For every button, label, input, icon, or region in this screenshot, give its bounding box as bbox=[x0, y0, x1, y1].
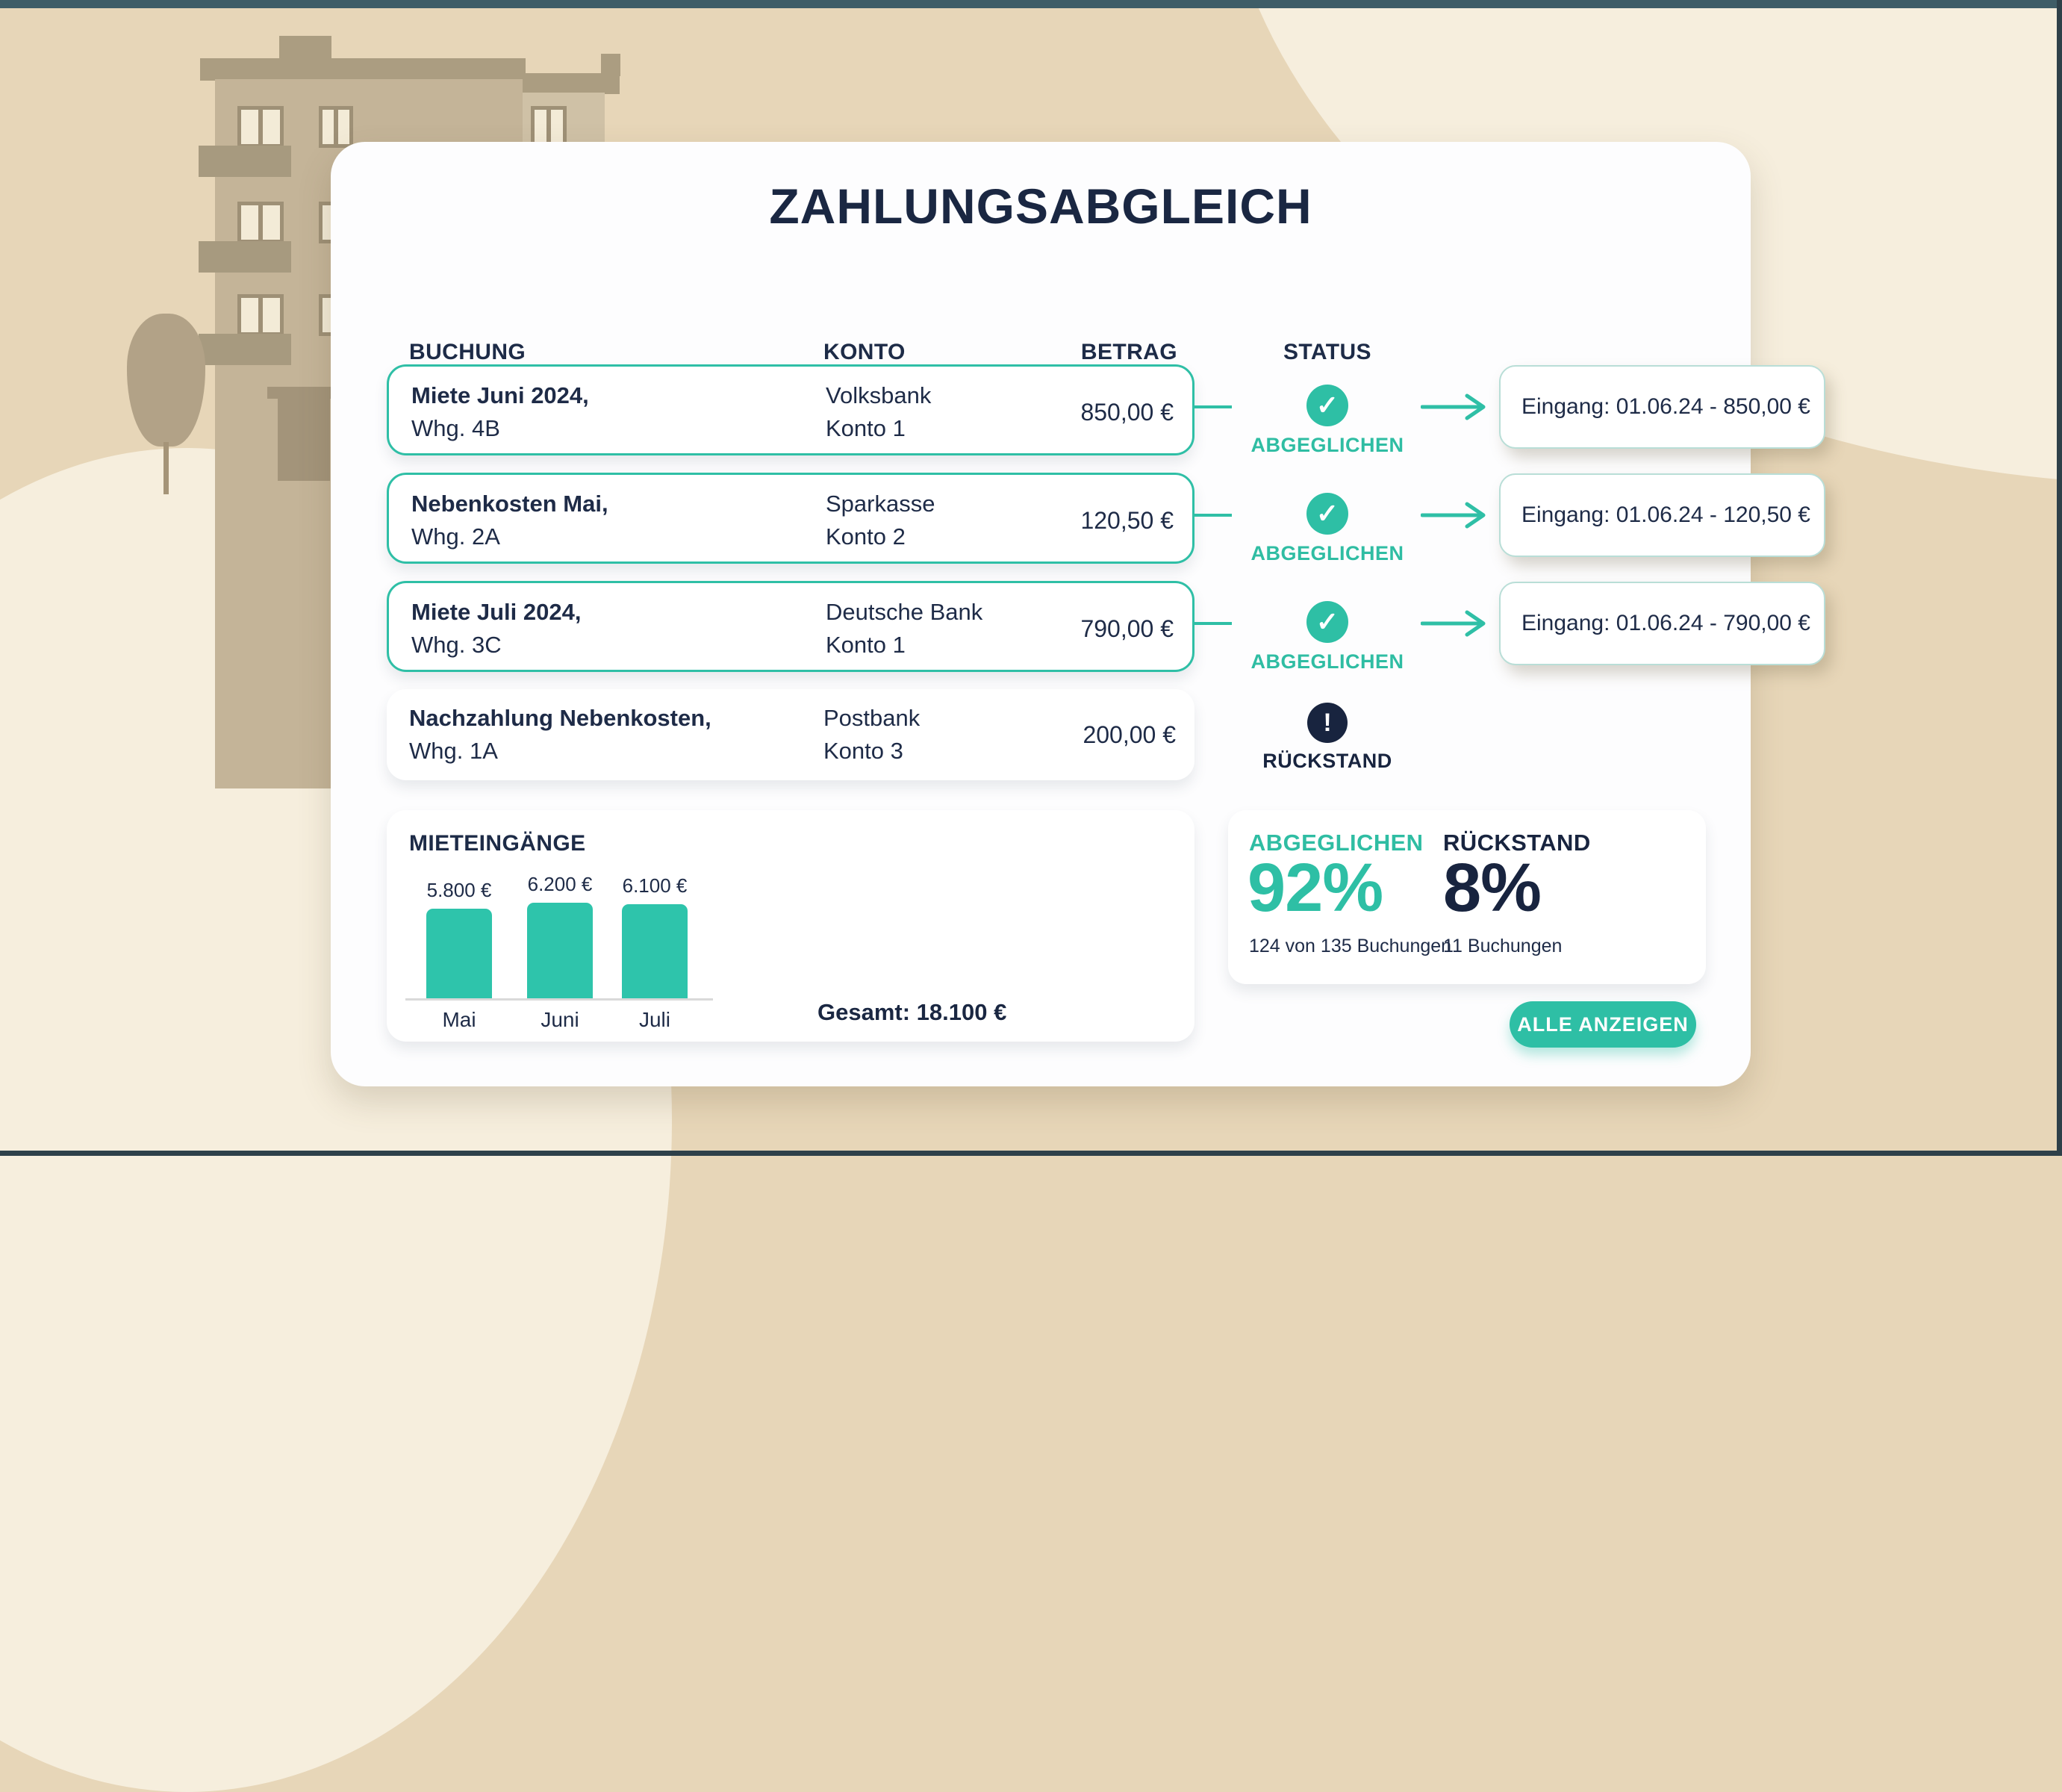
account-cell: Volksbank Konto 1 bbox=[826, 382, 932, 441]
show-all-button[interactable]: ALLE ANZEIGEN bbox=[1510, 1001, 1696, 1048]
right-edge-strip bbox=[2057, 0, 2062, 1156]
status-badge: ABGEGLICHEN bbox=[1250, 542, 1404, 564]
bar-value-label: 6.200 € bbox=[527, 873, 593, 895]
summary-card: ABGEGLICHEN 92% 124 von 135 Buchungen RÜ… bbox=[1228, 810, 1706, 984]
check-icon: ✓ bbox=[1306, 601, 1348, 643]
table-row[interactable]: Miete Juli 2024, Whg. 3C Deutsche Bank K… bbox=[387, 581, 1194, 672]
bar-juli: 6.100 € bbox=[622, 874, 688, 998]
bar bbox=[426, 909, 492, 998]
connector-line bbox=[1194, 622, 1232, 625]
account-cell: Deutsche Bank Konto 1 bbox=[826, 599, 983, 658]
column-header-betrag: BETRAG bbox=[1080, 340, 1177, 364]
chart-title: MIETEINGÄNGE bbox=[409, 831, 586, 856]
building-window bbox=[319, 106, 353, 148]
rent-income-panel: MIETEINGÄNGE 5.800 € 6.200 € 6.100 € Mai… bbox=[387, 810, 1194, 1042]
booking-cell: Miete Juni 2024, Whg. 4B bbox=[411, 382, 589, 441]
x-tick-label: Juli bbox=[638, 1008, 670, 1031]
building-balcony bbox=[199, 241, 291, 273]
connector-line bbox=[1194, 405, 1232, 408]
summary-overdue-detail: 11 Buchungen bbox=[1443, 936, 1563, 956]
table-row[interactable]: Miete Juni 2024, Whg. 4B Volksbank Konto… bbox=[387, 364, 1194, 455]
building-roof-left bbox=[200, 58, 526, 81]
arrow-right-icon bbox=[1421, 502, 1486, 529]
amount-cell: 790,00 € bbox=[1080, 615, 1174, 642]
payment-receipt-chip: Eingang: 01.06.24 - 790,00 € bbox=[1499, 582, 1825, 665]
bar-juni: 6.200 € bbox=[527, 873, 593, 998]
tree-icon bbox=[127, 314, 205, 447]
summary-matched-label: ABGEGLICHEN bbox=[1249, 830, 1424, 856]
arrow-right-icon bbox=[1421, 393, 1486, 420]
building-roof-step bbox=[601, 54, 620, 76]
table-row[interactable]: Nebenkosten Mai, Whg. 2A Sparkasse Konto… bbox=[387, 473, 1194, 564]
bar-value-label: 5.800 € bbox=[426, 879, 492, 901]
status-badge: ABGEGLICHEN bbox=[1250, 434, 1404, 456]
amount-cell: 850,00 € bbox=[1080, 398, 1174, 426]
summary-overdue-label: RÜCKSTAND bbox=[1443, 830, 1591, 856]
check-icon: ✓ bbox=[1306, 493, 1348, 535]
building-window bbox=[237, 294, 284, 336]
building-window bbox=[531, 106, 567, 148]
summary-matched-percent: 92% bbox=[1248, 850, 1383, 926]
column-header-konto: KONTO bbox=[823, 340, 906, 364]
status-badge: ABGEGLICHEN bbox=[1250, 650, 1404, 673]
building-balcony bbox=[199, 146, 291, 177]
account-cell: Postbank Konto 3 bbox=[823, 705, 921, 764]
building-door bbox=[278, 399, 330, 481]
summary-matched-detail: 124 von 135 Buchungen bbox=[1249, 936, 1452, 956]
building-window bbox=[237, 202, 284, 243]
booking-cell: Nachzahlung Nebenkosten, Whg. 1A bbox=[409, 705, 711, 764]
bar-mai: 5.800 € bbox=[426, 879, 492, 998]
payment-receipt-chip: Eingang: 01.06.24 - 120,50 € bbox=[1499, 473, 1825, 557]
arrow-right-icon bbox=[1421, 610, 1486, 637]
bar-value-label: 6.100 € bbox=[622, 874, 688, 897]
bar bbox=[622, 904, 688, 998]
account-cell: Sparkasse Konto 2 bbox=[826, 491, 935, 550]
building-balcony bbox=[199, 334, 291, 365]
amount-cell: 200,00 € bbox=[1083, 721, 1176, 748]
building-door-overhang bbox=[267, 387, 340, 399]
exclamation-icon: ! bbox=[1307, 703, 1348, 743]
connector-line bbox=[1194, 514, 1232, 517]
page-title: ZAHLUNGSABGLEICH bbox=[769, 178, 1312, 234]
x-tick-label: Mai bbox=[442, 1008, 476, 1031]
chart-baseline bbox=[405, 998, 713, 1001]
tree-trunk bbox=[163, 442, 169, 494]
column-header-buchung: BUCHUNG bbox=[409, 340, 526, 364]
x-tick-label: Juni bbox=[541, 1008, 579, 1031]
status-badge: RÜCKSTAND bbox=[1262, 750, 1392, 772]
building-window bbox=[237, 106, 284, 148]
check-icon: ✓ bbox=[1306, 385, 1348, 426]
bar bbox=[527, 903, 593, 998]
total-label: Gesamt: 18.100 € bbox=[817, 999, 1007, 1025]
summary-overdue-percent: 8% bbox=[1443, 850, 1542, 926]
booking-cell: Nebenkosten Mai, Whg. 2A bbox=[411, 491, 608, 550]
table-row[interactable]: Nachzahlung Nebenkosten, Whg. 1A Postban… bbox=[387, 689, 1194, 780]
amount-cell: 120,50 € bbox=[1080, 506, 1174, 534]
building-chimney bbox=[279, 36, 331, 61]
top-window-bar bbox=[0, 0, 2062, 8]
payment-receipt-chip: Eingang: 01.06.24 - 850,00 € bbox=[1499, 365, 1825, 449]
column-header-status: STATUS bbox=[1283, 340, 1371, 364]
booking-cell: Miete Juli 2024, Whg. 3C bbox=[411, 599, 582, 658]
bottom-edge-strip bbox=[0, 1151, 2062, 1156]
